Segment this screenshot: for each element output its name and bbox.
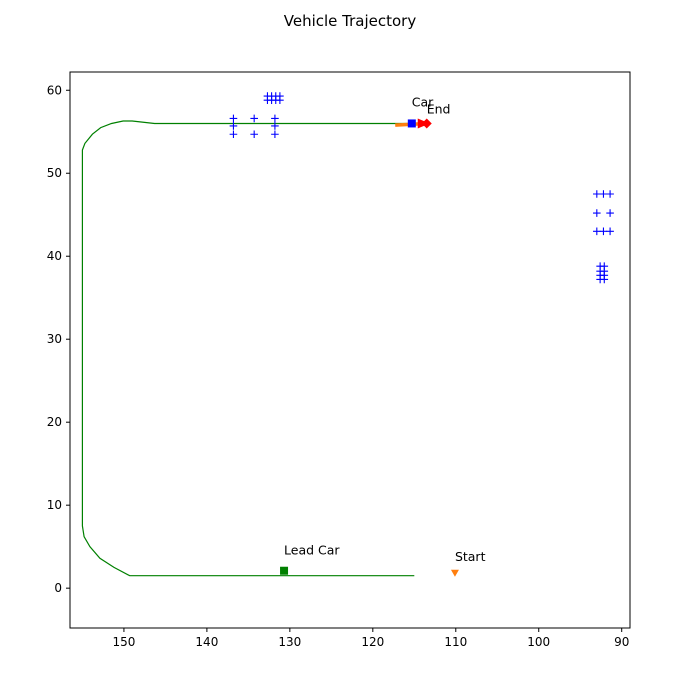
x-tick-label: 140 — [195, 635, 218, 649]
y-tick-label: 20 — [47, 415, 62, 429]
lead-car-label: Lead Car — [284, 543, 340, 558]
obstacle-marker — [593, 227, 601, 236]
obstacle-marker — [593, 190, 601, 198]
chart-title: Vehicle Trajectory — [284, 12, 417, 30]
end-label: End — [427, 101, 451, 116]
obstacle-marker — [250, 130, 258, 139]
obstacle-marker — [229, 130, 238, 139]
obstacle-marker — [229, 122, 238, 130]
end-marker — [421, 118, 432, 129]
car-label: Car — [412, 94, 434, 109]
x-tick-label: 100 — [527, 635, 550, 649]
start-marker — [450, 569, 459, 577]
obstacle-marker — [599, 227, 608, 236]
obstacle-marker — [599, 190, 608, 198]
y-tick-label: 50 — [47, 166, 62, 180]
obstacle-marker — [271, 114, 279, 123]
obstacle-marker — [271, 130, 279, 139]
y-tick-label: 60 — [47, 83, 62, 97]
lead-car-marker — [280, 566, 289, 575]
obstacle-marker — [600, 275, 609, 284]
y-tick-label: 40 — [47, 249, 62, 263]
x-tick-label: 130 — [278, 635, 301, 649]
obstacle-marker — [606, 227, 614, 236]
car-marker — [407, 119, 416, 128]
obstacle-marker — [276, 96, 284, 105]
x-tick-label: 90 — [614, 635, 629, 649]
obstacle-marker — [593, 209, 601, 217]
start-label: Start — [455, 549, 486, 564]
x-tick-label: 110 — [444, 635, 467, 649]
obstacle-marker — [606, 190, 614, 198]
obstacle-marker — [250, 114, 258, 123]
trajectory-line — [81, 120, 419, 577]
obstacle-marker — [229, 114, 238, 123]
x-tick-label: 150 — [112, 635, 135, 649]
y-tick-label: 30 — [47, 332, 62, 346]
y-tick-label: 10 — [47, 498, 62, 512]
y-tick-label: 0 — [54, 581, 62, 595]
axes: 150 140 130 120 110 100 90 0 10 20 30 40 50 60 — [47, 83, 630, 649]
x-tick-label: 120 — [361, 635, 384, 649]
obstacle-marker — [271, 122, 279, 130]
obstacle-marker — [606, 209, 614, 217]
plot-frame — [69, 71, 631, 629]
